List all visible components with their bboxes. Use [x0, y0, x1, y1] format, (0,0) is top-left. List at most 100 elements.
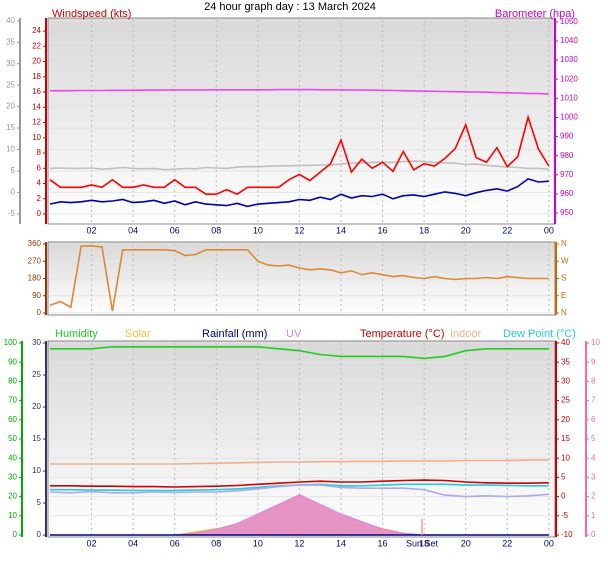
y-tick-label: W	[561, 256, 569, 265]
y-tick-label: 1020	[560, 74, 578, 83]
y-tick-label: 24	[32, 26, 41, 35]
x-tick-label: 02	[87, 538, 97, 548]
y-tick-label: 70	[8, 396, 17, 405]
x-tick-label: 10	[253, 225, 263, 235]
y-tick-label: S	[561, 274, 566, 283]
y-tick-label: 3	[591, 473, 596, 482]
y-tick-label: 25	[6, 80, 15, 89]
y-tick-label: 5	[591, 434, 596, 443]
x-tick-label: 04	[128, 538, 138, 548]
series-line	[49, 114, 550, 196]
y-tick-label: 20	[6, 102, 15, 111]
legend-label: Humidity	[55, 328, 98, 340]
x-tick-label: 14	[336, 225, 346, 235]
y-tick-label: 40	[561, 338, 570, 347]
axis-label: Windspeed (kts)	[52, 8, 131, 20]
plot-background	[47, 17, 556, 225]
x-tick-label: 08	[211, 538, 221, 548]
y-tick-label: 15	[6, 123, 15, 132]
y-tick-label: 1040	[560, 36, 578, 45]
y-tick-label: 9	[591, 357, 596, 366]
x-tick-label: 18	[419, 538, 429, 548]
x-tick-label: 12	[294, 225, 304, 235]
y-tick-label: 20	[561, 415, 570, 424]
y-tick-label: 0	[11, 188, 16, 197]
y-tick-label: -5	[8, 209, 16, 218]
y-tick-label: 15	[32, 434, 41, 443]
y-tick-label: 12	[32, 118, 41, 127]
legend-label: Rainfall (mm)	[202, 328, 267, 340]
x-tick-label: 12	[294, 538, 304, 548]
y-tick-label: 0	[561, 492, 566, 501]
y-tick-label: 1000	[560, 113, 578, 122]
x-tick-label: 06	[170, 225, 180, 235]
series-line	[49, 178, 549, 208]
y-tick-label: 7	[591, 396, 596, 405]
x-tick-label: 22	[502, 538, 512, 548]
y-tick-label: 980	[560, 151, 574, 160]
y-tick-label: 50	[8, 434, 17, 443]
y-tick-label: 30	[8, 473, 17, 482]
y-tick-label: E	[561, 291, 566, 300]
y-tick-label: 5	[561, 473, 566, 482]
series-line	[50, 88, 549, 95]
x-tick-label: 14	[336, 538, 346, 548]
y-tick-label: 20	[8, 492, 17, 501]
y-tick-label: 22	[32, 41, 41, 50]
y-tick-label: 5	[11, 166, 16, 175]
y-tick-label: N	[561, 239, 567, 248]
x-tick-label: 22	[502, 225, 512, 235]
x-tick-label: 18	[419, 225, 429, 235]
y-tick-label: 6	[37, 163, 42, 172]
x-tick-label: 02	[87, 225, 97, 235]
y-tick-label: 6	[591, 415, 596, 424]
y-tick-label: 100	[4, 338, 18, 347]
series-line	[50, 346, 549, 360]
y-tick-label: 16	[32, 87, 41, 96]
y-tick-label: 1	[591, 511, 596, 520]
y-tick-label: 8	[37, 148, 42, 157]
chart-title: 24 hour graph day : 13 March 2024	[204, 1, 376, 13]
y-tick-label: 0	[13, 530, 18, 539]
y-tick-label: 1030	[560, 55, 578, 64]
y-tick-label: 90	[32, 291, 41, 300]
y-tick-label: 10	[8, 511, 17, 520]
y-tick-label: 10	[6, 145, 15, 154]
x-tick-label: 06	[170, 538, 180, 548]
y-tick-label: 10	[32, 466, 41, 475]
y-tick-label: 60	[8, 415, 17, 424]
y-tick-label: 0	[37, 308, 42, 317]
y-tick-label: 5	[37, 498, 42, 507]
y-tick-label: 40	[6, 16, 15, 25]
y-tick-label: 180	[28, 274, 42, 283]
y-tick-label: 14	[32, 102, 41, 111]
x-tick-label: 08	[211, 225, 221, 235]
series-line	[49, 160, 549, 171]
y-tick-label: 80	[8, 377, 17, 386]
y-tick-label: 2	[37, 194, 42, 203]
series-line	[50, 479, 549, 488]
legend-label: Indoor	[450, 328, 482, 340]
legend-label: UV	[286, 328, 302, 340]
y-tick-label: 10	[591, 338, 600, 347]
x-tick-label: 04	[128, 225, 138, 235]
series-line	[50, 459, 549, 465]
x-tick-label: 00	[544, 225, 554, 235]
y-tick-label: 20	[32, 57, 41, 66]
y-tick-label: 270	[28, 256, 42, 265]
y-tick-label: 0	[591, 530, 596, 539]
y-tick-label: 30	[32, 338, 41, 347]
y-tick-label: 960	[560, 189, 574, 198]
y-tick-label: 10	[32, 133, 41, 142]
y-tick-label: N	[561, 308, 567, 317]
x-tick-label: 00	[544, 538, 554, 548]
y-tick-label: 970	[560, 170, 574, 179]
x-tick-label: 20	[461, 538, 471, 548]
x-tick-label: 16	[378, 225, 388, 235]
y-tick-label: 8	[591, 377, 596, 386]
y-tick-label: 25	[561, 396, 570, 405]
y-tick-label: -10	[561, 530, 573, 539]
y-tick-label: 35	[561, 357, 570, 366]
